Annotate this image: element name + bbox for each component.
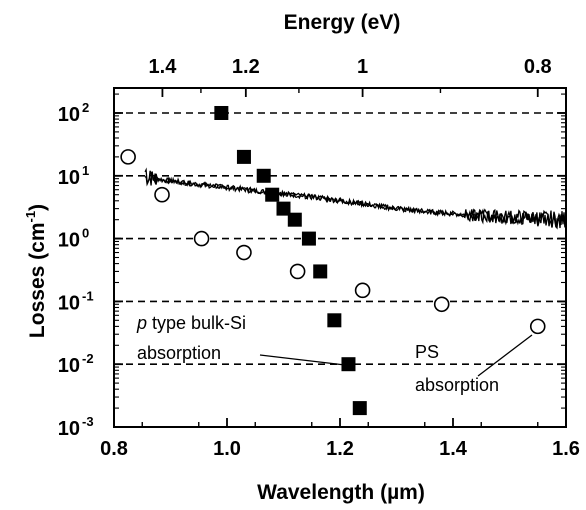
top-tick-label-2: 1: [357, 56, 368, 78]
square-point-4: [276, 201, 291, 216]
top-tick-label-3: 0.8: [524, 56, 552, 78]
y-axis-title-close: ): [26, 204, 49, 211]
x-tick-label-1: 1.0: [213, 438, 241, 460]
ps-label: PS: [415, 342, 439, 362]
square-point-3: [265, 187, 280, 202]
circle-point-4: [289, 263, 306, 280]
square-point-8: [327, 313, 342, 328]
x-tick-label-3: 1.4: [439, 438, 468, 460]
y-tick-label-5: 10 -3: [58, 414, 94, 440]
bulk-si-leader-line: [259, 354, 346, 366]
circle-point-2: [193, 230, 210, 247]
y-axis-title-main: Losses (cm: [26, 223, 49, 339]
circle-point-1: [154, 186, 170, 203]
bulk-si-absorption-label: absorption: [137, 343, 221, 363]
circle-point-7: [529, 318, 546, 335]
bulk-si-label-rest: type bulk-Si: [147, 313, 246, 333]
annotation-layer: p type bulk-Si absorption PS absorption: [136, 313, 533, 395]
circle-point-0: [120, 149, 136, 165]
x-axis-title-unit: (µm): [380, 481, 425, 504]
x-axis-title-main: Wavelength: [257, 481, 374, 504]
square-point-5: [287, 212, 302, 227]
top-axis-title: Energy (eV): [284, 11, 401, 34]
grid-lines: [114, 112, 566, 365]
circle-point-3: [236, 244, 252, 261]
y-tick-label-3: 10 -1: [58, 288, 94, 314]
y-tick-label-1: 10 1: [58, 163, 89, 189]
square-point-6: [301, 231, 316, 246]
square-point-2: [256, 168, 271, 183]
x-axis-title: Wavelength (µm): [257, 481, 425, 504]
data-marks: [120, 105, 546, 416]
bulk-si-label: p type bulk-Si: [136, 313, 246, 333]
noise-trace-layer: [144, 167, 567, 230]
x-tick-label-2: 1.2: [326, 438, 354, 460]
circle-point-6: [433, 296, 450, 313]
y-tick-label-2: 10 0: [58, 226, 89, 252]
square-point-7: [313, 264, 328, 279]
square-point-9: [341, 357, 356, 372]
x-tick-label-0: 0.8: [100, 438, 128, 460]
bulk-si-italic-p: p: [136, 313, 147, 333]
y-tick-label-0: 10 2: [58, 100, 89, 126]
square-point-1: [236, 149, 251, 164]
ps-leader-line: [477, 334, 533, 377]
square-point-10: [352, 401, 367, 416]
top-tick-label-0: 1.4: [149, 56, 178, 78]
y-axis-title: Losses (cm-1): [23, 204, 49, 338]
y-tick-label-4: 10 -2: [58, 351, 94, 377]
y-axis-title-sup: -1: [23, 211, 38, 223]
x-tick-label-4: 1.6: [552, 438, 580, 460]
noise-trace-0: [144, 171, 567, 229]
square-point-0: [214, 105, 229, 120]
circle-point-5: [354, 282, 371, 299]
top-tick-label-1: 1.2: [232, 56, 260, 78]
noise-trace-1: [144, 167, 567, 230]
ps-absorption-label: absorption: [415, 375, 499, 395]
